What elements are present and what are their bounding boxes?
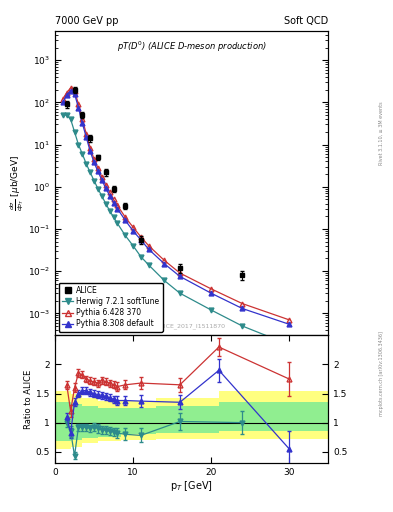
Y-axis label: $\frac{d\sigma}{dp_{T}}$ [$\mu$b/GeV]: $\frac{d\sigma}{dp_{T}}$ [$\mu$b/GeV]	[9, 155, 26, 211]
X-axis label: p$_{T}$ [GeV]: p$_{T}$ [GeV]	[170, 479, 213, 493]
Y-axis label: Ratio to ALICE: Ratio to ALICE	[24, 370, 33, 429]
Text: mcplots.cern.ch [arXiv:1306.3436]: mcplots.cern.ch [arXiv:1306.3436]	[379, 331, 384, 416]
Text: Rivet 3.1.10, ≥ 3M events: Rivet 3.1.10, ≥ 3M events	[379, 101, 384, 165]
Legend: ALICE, Herwig 7.2.1 softTune, Pythia 6.428 370, Pythia 8.308 default: ALICE, Herwig 7.2.1 softTune, Pythia 6.4…	[59, 283, 163, 332]
Text: pT(D$^0$) (ALICE D-meson production): pT(D$^0$) (ALICE D-meson production)	[117, 40, 266, 54]
Text: ALICE_2017_I1511870: ALICE_2017_I1511870	[157, 324, 226, 329]
Text: 7000 GeV pp: 7000 GeV pp	[55, 16, 119, 26]
Text: Soft QCD: Soft QCD	[284, 16, 328, 26]
